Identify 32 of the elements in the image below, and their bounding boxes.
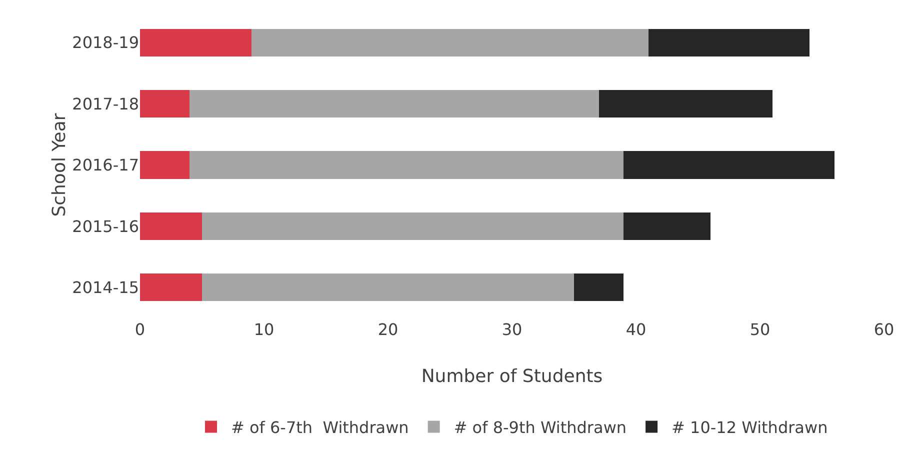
bar — [624, 212, 710, 240]
bar — [598, 90, 772, 118]
bar — [140, 212, 202, 240]
bar — [140, 274, 202, 302]
bar — [648, 28, 810, 56]
legend-label: # of 8-9th Withdrawn — [454, 418, 627, 437]
bar — [574, 274, 624, 302]
y-tick-label: 2017-18 — [72, 94, 139, 114]
x-tick-label: 50 — [750, 320, 770, 339]
y-tick-label: 2016-17 — [72, 156, 139, 175]
bar — [140, 151, 190, 179]
y-axis-title: School Year — [49, 112, 70, 217]
y-tick-label: 2014-15 — [72, 278, 139, 297]
x-tick-label: 40 — [626, 320, 646, 339]
x-tick-label: 0 — [134, 320, 146, 339]
bar — [140, 90, 190, 118]
bar — [252, 28, 648, 56]
y-tick-label: 2018-19 — [72, 33, 139, 52]
legend-label: # of 6-7th Withdrawn — [231, 418, 409, 437]
bar — [190, 90, 599, 118]
x-tick-label: 20 — [378, 320, 398, 339]
y-tick-label: 2015-16 — [72, 216, 139, 236]
bar — [202, 212, 624, 240]
bar — [190, 151, 624, 179]
bar — [624, 151, 834, 179]
x-tick-label: 10 — [254, 320, 274, 339]
x-axis-title: Number of Students — [421, 366, 603, 387]
x-tick-label: 30 — [502, 320, 522, 339]
legend-label: # 10-12 Withdrawn — [672, 418, 828, 437]
bar — [202, 274, 574, 302]
x-tick-label: 60 — [874, 320, 894, 339]
bar — [140, 28, 252, 56]
